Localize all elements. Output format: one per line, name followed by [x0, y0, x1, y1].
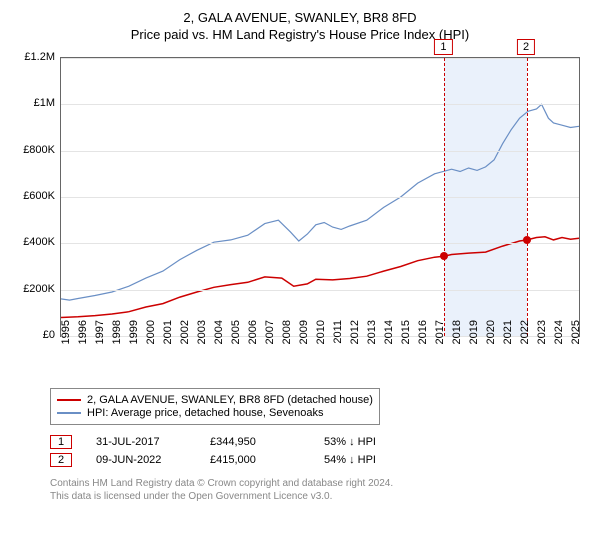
sale-marker [523, 236, 531, 244]
legend: 2, GALA AVENUE, SWANLEY, BR8 8FD (detach… [50, 388, 380, 425]
row-index-box: 2 [50, 453, 72, 467]
legend-swatch [57, 399, 81, 401]
ytick-label: £400K [10, 236, 55, 248]
row-pct-vs-hpi: 53% ↓ HPI [324, 436, 414, 448]
gridline-y [61, 243, 579, 244]
gridline-y [61, 290, 579, 291]
legend-swatch [57, 412, 81, 414]
sale-table: 1 31-JUL-2017 £344,950 53% ↓ HPI 2 09-JUN-202… [50, 435, 590, 467]
footer-attribution: Contains HM Land Registry data © Crown c… [50, 477, 590, 503]
series-hpi [61, 104, 579, 300]
ytick-label: £600K [10, 190, 55, 202]
plot-area [60, 57, 580, 337]
gridline-y [61, 58, 579, 59]
gridline-y [61, 104, 579, 105]
footer-line-1: Contains HM Land Registry data © Crown c… [50, 477, 590, 490]
ytick-label: £1M [10, 97, 55, 109]
event-vline [444, 58, 445, 336]
event-vline [527, 58, 528, 336]
callout-label: 2 [517, 39, 535, 55]
ytick-label: £800K [10, 144, 55, 156]
legend-row: 2, GALA AVENUE, SWANLEY, BR8 8FD (detach… [57, 394, 373, 406]
gridline-y [61, 197, 579, 198]
gridline-y [61, 151, 579, 152]
ytick-label: £0 [10, 329, 55, 341]
chart-title-2: Price paid vs. HM Land Registry's House … [0, 27, 600, 42]
legend-label: 2, GALA AVENUE, SWANLEY, BR8 8FD (detach… [87, 394, 373, 406]
chart-container: 2, GALA AVENUE, SWANLEY, BR8 8FD Price p… [0, 0, 600, 503]
chart-area: £0£200K£400K£600K£800K£1M£1.2M1995199619… [10, 52, 590, 382]
xtick-label: 2025 [570, 320, 600, 360]
chart-title-1: 2, GALA AVENUE, SWANLEY, BR8 8FD [0, 10, 600, 25]
table-row: 1 31-JUL-2017 £344,950 53% ↓ HPI [50, 435, 590, 449]
table-row: 2 09-JUN-2022 £415,000 54% ↓ HPI [50, 453, 590, 467]
row-pct-vs-hpi: 54% ↓ HPI [324, 454, 414, 466]
row-date: 31-JUL-2017 [96, 436, 186, 448]
callout-label: 1 [434, 39, 452, 55]
row-date: 09-JUN-2022 [96, 454, 186, 466]
footer-line-2: This data is licensed under the Open Gov… [50, 490, 590, 503]
series-price_paid [61, 237, 579, 318]
row-index-box: 1 [50, 435, 72, 449]
legend-row: HPI: Average price, detached house, Seve… [57, 407, 373, 419]
legend-label: HPI: Average price, detached house, Seve… [87, 407, 323, 419]
row-price: £415,000 [210, 454, 300, 466]
sale-marker [440, 252, 448, 260]
ytick-label: £1.2M [10, 51, 55, 63]
ytick-label: £200K [10, 283, 55, 295]
row-price: £344,950 [210, 436, 300, 448]
